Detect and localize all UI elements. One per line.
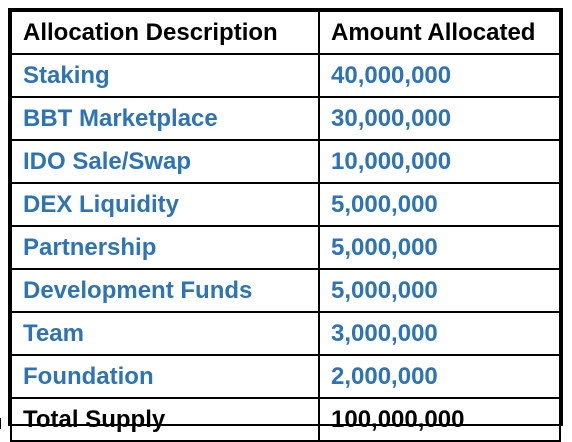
left-edge-divider (0, 418, 1, 429)
allocation-description-cell: Development Funds (10, 268, 320, 313)
allocation-table-container: Allocation Description Amount Allocated … (8, 8, 563, 442)
allocation-description-cell: DEX Liquidity (10, 182, 320, 227)
table-row: Partnership 5,000,000 (10, 225, 561, 270)
allocation-table: Allocation Description Amount Allocated … (10, 10, 561, 442)
allocation-description-cell: Partnership (10, 225, 320, 270)
table-header-row: Allocation Description Amount Allocated (10, 10, 561, 55)
total-supply-amount: 100,000,000 (318, 397, 561, 442)
allocation-amount-cell: 5,000,000 (318, 225, 561, 270)
allocation-description-cell: BBT Marketplace (10, 96, 320, 141)
allocation-amount-cell: 2,000,000 (318, 354, 561, 399)
total-supply-row: Total Supply 100,000,000 (10, 397, 561, 442)
table-row: Team 3,000,000 (10, 311, 561, 356)
allocation-description-cell: Staking (10, 53, 320, 98)
allocation-amount-cell: 10,000,000 (318, 139, 561, 184)
allocation-description-cell: IDO Sale/Swap (10, 139, 320, 184)
total-supply-label: Total Supply (10, 397, 320, 442)
allocation-amount-cell: 30,000,000 (318, 96, 561, 141)
allocation-amount-cell: 5,000,000 (318, 268, 561, 313)
table-row: IDO Sale/Swap 10,000,000 (10, 139, 561, 184)
allocation-amount-cell: 40,000,000 (318, 53, 561, 98)
table-row: BBT Marketplace 30,000,000 (10, 96, 561, 141)
allocation-amount-cell: 5,000,000 (318, 182, 561, 227)
table-row: Staking 40,000,000 (10, 53, 561, 98)
allocation-description-cell: Foundation (10, 354, 320, 399)
header-allocation-description: Allocation Description (10, 10, 320, 55)
table-row: Foundation 2,000,000 (10, 354, 561, 399)
table-row: Development Funds 5,000,000 (10, 268, 561, 313)
header-amount-allocated: Amount Allocated (318, 10, 561, 55)
table-row: DEX Liquidity 5,000,000 (10, 182, 561, 227)
allocation-amount-cell: 3,000,000 (318, 311, 561, 356)
allocation-description-cell: Team (10, 311, 320, 356)
